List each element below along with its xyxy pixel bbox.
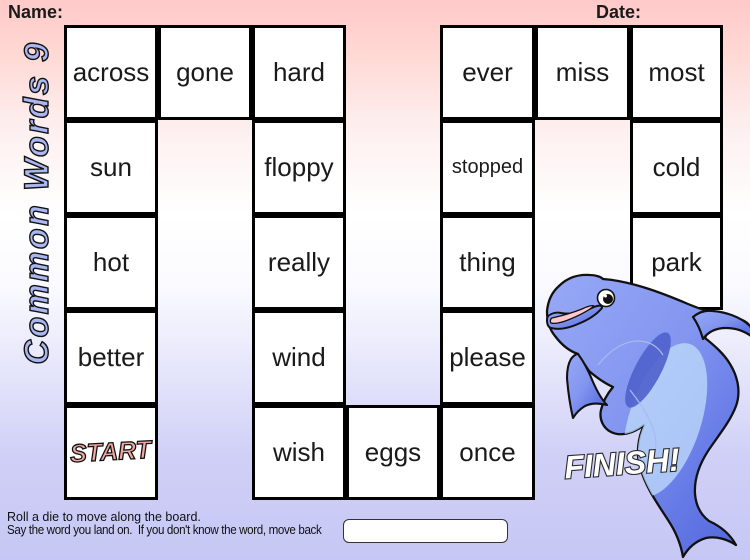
- svg-text:FINISH!: FINISH!: [563, 441, 681, 485]
